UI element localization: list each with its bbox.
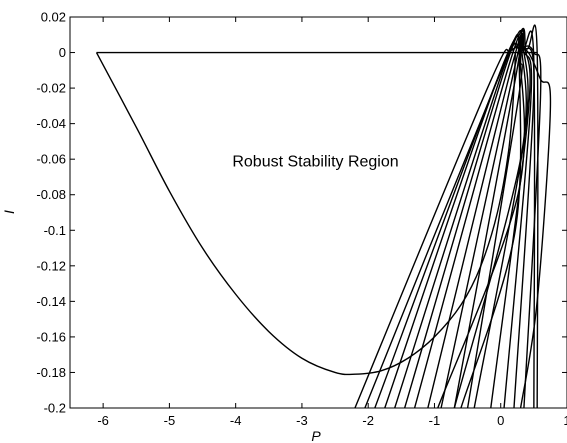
y-tick-label: -0.08: [36, 187, 66, 202]
x-tick-label: -3: [296, 413, 308, 428]
x-axis-label: P: [311, 428, 321, 443]
curves-group: [95, 24, 552, 408]
y-tick-label: -0.1: [44, 223, 66, 238]
x-tick-label: 1: [563, 413, 567, 428]
y-tick-label: -0.02: [36, 81, 66, 96]
series-line-11: [440, 32, 527, 408]
x-tick-label: -2: [362, 413, 374, 428]
y-axis-label: I: [1, 210, 17, 214]
series-line-1: [95, 52, 517, 376]
y-tick-label: -0.12: [36, 258, 66, 273]
series-line-10: [427, 29, 529, 408]
x-tick-label: -4: [230, 413, 242, 428]
x-ticks: -6 -5 -4 -3 -2 -1 0 1: [97, 17, 567, 428]
y-tick-label: -0.06: [36, 152, 66, 167]
series-line-5: [374, 42, 542, 408]
y-tick-label: -0.2: [44, 401, 66, 416]
annotation-robust-stability-region: Robust Stability Region: [232, 153, 398, 170]
x-tick-label: -6: [97, 413, 109, 428]
x-tick-label: 0: [497, 413, 504, 428]
y-tick-label: -0.04: [36, 116, 66, 131]
x-tick-label: -1: [429, 413, 441, 428]
y-tick-label: -0.14: [36, 294, 66, 309]
series-line-13: [460, 39, 523, 408]
series-line-6: [384, 35, 552, 408]
y-tick-label: 0.02: [41, 10, 66, 25]
plot-frame: [69, 16, 567, 409]
y-ticks: 0.02 0 -0.02 -0.04 -0.06 -0.08 -0.1 -0.12 -0.14 -…: [36, 10, 567, 416]
y-tick-label: -0.16: [36, 329, 66, 344]
y-tick-label: -0.18: [36, 365, 66, 380]
x-tick-label: -5: [164, 413, 176, 428]
y-tick-label: 0: [59, 45, 66, 60]
